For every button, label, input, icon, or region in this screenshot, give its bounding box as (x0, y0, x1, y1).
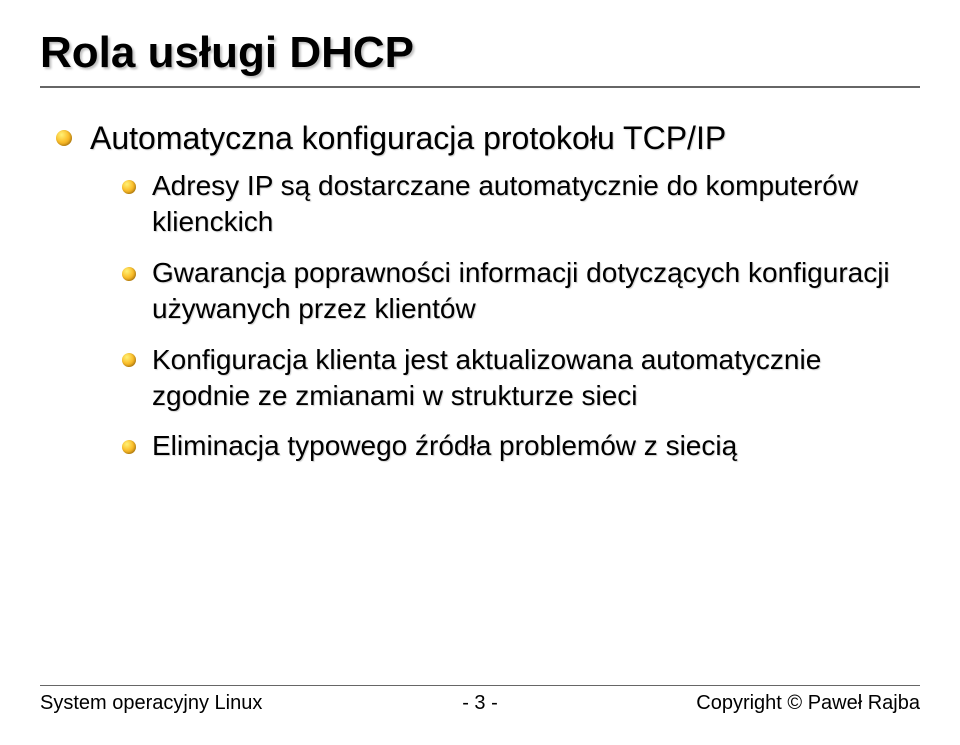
list-item-label: Adresy IP są dostarczane automatycznie d… (152, 170, 858, 237)
list-item: Gwarancja poprawności informacji dotyczą… (122, 255, 920, 328)
bullet-sublist: Adresy IP są dostarczane automatycznie d… (90, 168, 920, 465)
list-item: Eliminacja typowego źródła problemów z s… (122, 428, 920, 464)
bullet-icon (56, 130, 72, 146)
footer-row: System operacyjny Linux - 3 - Copyright … (40, 692, 920, 715)
footer-left: System operacyjny Linux (40, 692, 262, 715)
bullet-icon (122, 267, 136, 281)
list-item-label: Automatyczna konfiguracja protokołu TCP/… (90, 120, 726, 156)
footer-page-number: - 3 - (462, 692, 498, 715)
list-item: Adresy IP są dostarczane automatycznie d… (122, 168, 920, 241)
bullet-list: Automatyczna konfiguracja protokołu TCP/… (40, 118, 920, 465)
footer-right: Copyright © Paweł Rajba (696, 692, 920, 715)
page-title: Rola usługi DHCP (40, 28, 920, 78)
title-divider (40, 86, 920, 88)
bullet-icon (122, 353, 136, 367)
list-item: Konfiguracja klienta jest aktualizowana … (122, 342, 920, 415)
bullet-icon (122, 180, 136, 194)
footer-divider (40, 685, 920, 686)
list-item: Automatyczna konfiguracja protokołu TCP/… (56, 118, 920, 465)
list-item-label: Konfiguracja klienta jest aktualizowana … (152, 344, 821, 411)
footer: System operacyjny Linux - 3 - Copyright … (40, 685, 920, 715)
list-item-label: Gwarancja poprawności informacji dotyczą… (152, 257, 890, 324)
list-item-label: Eliminacja typowego źródła problemów z s… (152, 430, 737, 461)
slide: Rola usługi DHCP Automatyczna konfigurac… (0, 0, 960, 745)
bullet-icon (122, 440, 136, 454)
